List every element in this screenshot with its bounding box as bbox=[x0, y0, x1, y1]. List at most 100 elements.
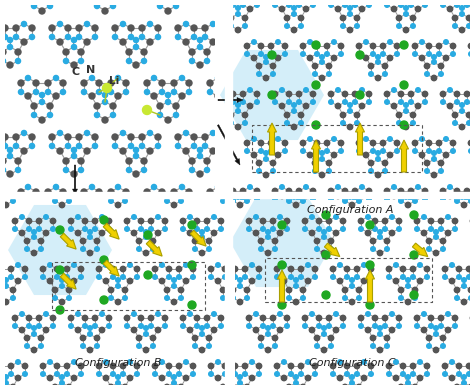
Circle shape bbox=[460, 206, 465, 210]
Circle shape bbox=[124, 315, 130, 321]
Circle shape bbox=[398, 287, 404, 293]
Circle shape bbox=[344, 363, 350, 369]
Circle shape bbox=[21, 148, 27, 154]
Circle shape bbox=[52, 190, 58, 196]
Circle shape bbox=[97, 275, 101, 279]
Circle shape bbox=[0, 266, 4, 272]
Circle shape bbox=[426, 238, 432, 244]
Circle shape bbox=[446, 312, 450, 316]
Circle shape bbox=[367, 3, 371, 7]
Circle shape bbox=[409, 197, 413, 201]
Circle shape bbox=[465, 3, 469, 7]
Circle shape bbox=[468, 287, 474, 293]
Circle shape bbox=[359, 227, 363, 231]
Circle shape bbox=[310, 197, 315, 201]
Circle shape bbox=[116, 187, 120, 191]
Circle shape bbox=[60, 187, 64, 191]
Circle shape bbox=[110, 363, 116, 369]
Circle shape bbox=[434, 332, 438, 336]
Circle shape bbox=[139, 144, 145, 149]
Circle shape bbox=[109, 199, 114, 204]
Circle shape bbox=[233, 372, 237, 376]
Circle shape bbox=[297, 3, 301, 7]
Circle shape bbox=[44, 312, 48, 316]
Circle shape bbox=[26, 75, 30, 81]
Circle shape bbox=[383, 169, 387, 173]
Circle shape bbox=[257, 72, 261, 76]
Circle shape bbox=[361, 375, 367, 381]
Circle shape bbox=[11, 199, 15, 203]
Circle shape bbox=[123, 80, 129, 86]
Circle shape bbox=[389, 327, 395, 333]
Circle shape bbox=[404, 109, 408, 113]
Circle shape bbox=[412, 190, 418, 196]
Circle shape bbox=[396, 15, 401, 21]
Circle shape bbox=[25, 344, 29, 348]
Circle shape bbox=[424, 160, 430, 166]
Circle shape bbox=[445, 230, 451, 236]
Circle shape bbox=[22, 266, 27, 272]
Circle shape bbox=[92, 315, 98, 321]
Circle shape bbox=[144, 231, 152, 239]
Circle shape bbox=[410, 121, 415, 125]
Circle shape bbox=[327, 169, 331, 173]
Circle shape bbox=[445, 327, 451, 333]
Circle shape bbox=[302, 218, 308, 224]
Circle shape bbox=[94, 4, 100, 9]
Circle shape bbox=[385, 344, 389, 348]
Circle shape bbox=[24, 335, 30, 341]
Circle shape bbox=[36, 218, 42, 224]
Circle shape bbox=[337, 375, 343, 381]
Circle shape bbox=[4, 375, 8, 379]
Circle shape bbox=[159, 89, 164, 94]
Circle shape bbox=[298, 266, 304, 272]
Circle shape bbox=[210, 148, 216, 154]
Circle shape bbox=[388, 40, 392, 44]
Circle shape bbox=[452, 15, 458, 21]
Circle shape bbox=[20, 312, 24, 316]
Circle shape bbox=[220, 4, 226, 9]
Circle shape bbox=[357, 149, 361, 153]
Circle shape bbox=[472, 88, 474, 92]
Circle shape bbox=[332, 40, 336, 44]
Circle shape bbox=[228, 209, 234, 215]
Circle shape bbox=[3, 299, 9, 305]
Circle shape bbox=[356, 51, 364, 59]
Circle shape bbox=[239, 375, 245, 381]
Circle shape bbox=[108, 189, 114, 195]
Circle shape bbox=[307, 152, 313, 158]
Circle shape bbox=[453, 121, 457, 125]
Circle shape bbox=[423, 197, 427, 201]
Circle shape bbox=[126, 49, 132, 55]
Circle shape bbox=[194, 315, 200, 321]
Circle shape bbox=[265, 250, 271, 256]
Circle shape bbox=[226, 43, 232, 49]
Circle shape bbox=[183, 148, 189, 154]
Circle shape bbox=[298, 15, 304, 21]
Circle shape bbox=[257, 275, 261, 279]
Circle shape bbox=[180, 184, 184, 190]
Circle shape bbox=[423, 100, 427, 104]
Circle shape bbox=[350, 278, 354, 282]
Circle shape bbox=[221, 199, 225, 203]
Circle shape bbox=[152, 75, 156, 81]
Circle shape bbox=[403, 124, 409, 130]
Circle shape bbox=[384, 188, 390, 194]
Circle shape bbox=[76, 34, 82, 39]
Circle shape bbox=[245, 149, 249, 153]
Circle shape bbox=[216, 263, 220, 267]
FancyArrow shape bbox=[356, 123, 365, 155]
Circle shape bbox=[366, 91, 372, 97]
Circle shape bbox=[240, 188, 246, 194]
Circle shape bbox=[93, 324, 97, 328]
Circle shape bbox=[466, 209, 472, 215]
Circle shape bbox=[357, 199, 361, 203]
Circle shape bbox=[172, 187, 176, 191]
Circle shape bbox=[188, 261, 196, 269]
Circle shape bbox=[469, 149, 474, 153]
Circle shape bbox=[270, 218, 276, 224]
Circle shape bbox=[210, 21, 216, 27]
Circle shape bbox=[56, 266, 64, 274]
Circle shape bbox=[82, 218, 88, 224]
Circle shape bbox=[451, 52, 456, 56]
